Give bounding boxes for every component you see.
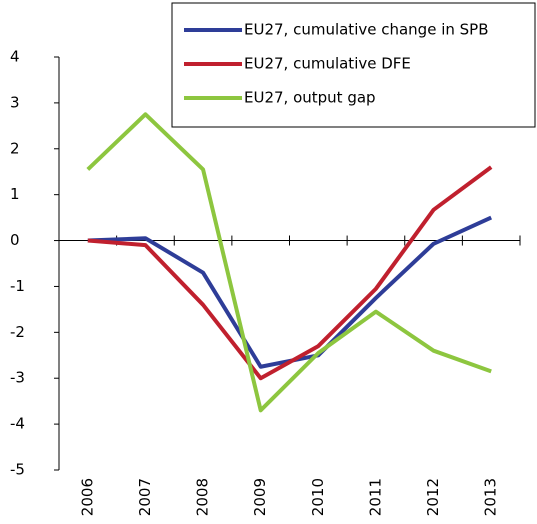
x-tick-label: 2013 <box>482 478 500 516</box>
y-tick-label: -5 <box>10 461 25 479</box>
x-tick-label: 2009 <box>251 478 269 516</box>
x-tick-label: 2008 <box>194 478 212 516</box>
legend-label: EU27, cumulative change in SPB <box>244 21 489 39</box>
y-tick-label: 1 <box>10 185 20 203</box>
x-tick-label: 2006 <box>78 478 96 516</box>
y-tick-label: -2 <box>10 323 25 341</box>
y-tick-label: 2 <box>10 139 20 157</box>
legend-label: EU27, cumulative DFE <box>244 55 411 73</box>
series-line <box>86 112 492 413</box>
x-tick-label: 2012 <box>424 478 442 516</box>
x-tick-label: 2010 <box>309 478 327 516</box>
series-line <box>87 165 493 381</box>
y-tick-label: 3 <box>10 93 20 111</box>
y-tick-label: 0 <box>10 231 20 249</box>
legend-label: EU27, output gap <box>244 89 376 107</box>
x-tick-label: 2007 <box>136 478 154 516</box>
y-tick-label: -1 <box>10 277 25 295</box>
y-tick-label: -3 <box>10 369 25 387</box>
x-tick-label: 2011 <box>366 478 384 516</box>
y-tick-label: 4 <box>10 48 20 66</box>
y-tick-label: -4 <box>10 415 25 433</box>
